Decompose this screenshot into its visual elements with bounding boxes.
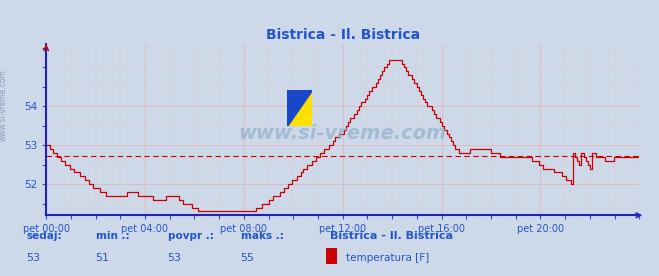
- Text: www.si-vreme.com: www.si-vreme.com: [239, 124, 447, 143]
- Title: Bistrica - Il. Bistrica: Bistrica - Il. Bistrica: [266, 28, 420, 42]
- Text: www.si-vreme.com: www.si-vreme.com: [0, 69, 8, 141]
- Text: povpr .:: povpr .:: [168, 231, 214, 241]
- Text: sedaj:: sedaj:: [26, 231, 62, 241]
- Text: Bistrica - Il. Bistrica: Bistrica - Il. Bistrica: [330, 231, 453, 241]
- Polygon shape: [287, 91, 312, 126]
- Polygon shape: [287, 91, 312, 126]
- Text: 51: 51: [95, 253, 109, 263]
- Text: min .:: min .:: [96, 231, 129, 241]
- Text: maks .:: maks .:: [241, 231, 283, 241]
- Text: temperatura [F]: temperatura [F]: [346, 253, 429, 263]
- Text: 53: 53: [167, 253, 182, 263]
- Text: 55: 55: [240, 253, 254, 263]
- Text: 53: 53: [26, 253, 40, 263]
